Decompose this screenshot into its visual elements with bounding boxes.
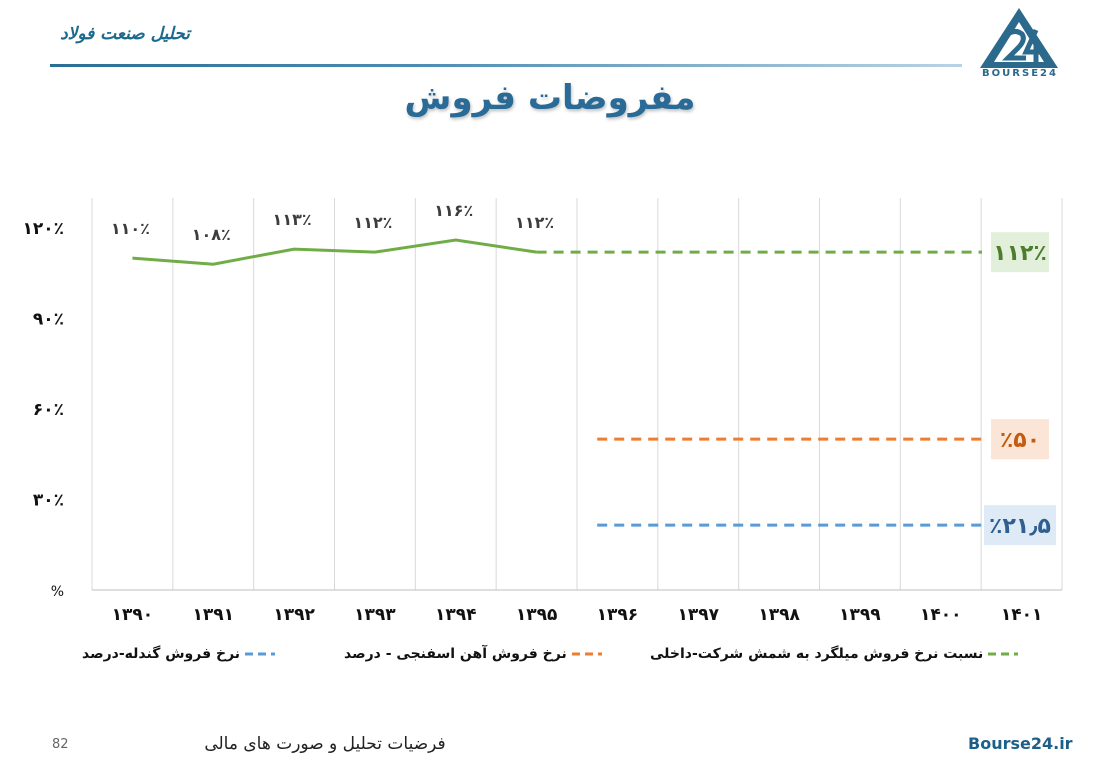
y-tick-label: ۱۲۰٪ bbox=[22, 219, 64, 239]
chart-series bbox=[132, 238, 982, 527]
page-title: مفروضات فروش bbox=[404, 78, 696, 118]
legend-label: نرخ فروش آهن اسفنجی - درصد bbox=[344, 646, 567, 662]
bourse24-logo-icon bbox=[980, 8, 1058, 68]
x-tick-label: ۱۳۹۳ bbox=[354, 605, 396, 625]
projection-label: ٪۲۱٫۵ bbox=[989, 514, 1051, 539]
projection-label-box bbox=[984, 505, 1056, 546]
legend-label: نرخ فروش گندله-درصد bbox=[82, 646, 241, 662]
sales-assumptions-chart: ۱۲۰٪۹۰٪۶۰٪۳۰٪% ۱۳۹۰ ۱۳۹۱ ۱۳۹۲ ۱۳۹۳ ۱۳۹۴ ۱۳۹۵ ۱… bbox=[22, 198, 1063, 625]
data-label: ۱۰۸٪ bbox=[192, 225, 231, 244]
projection-label: ٪۵۰ bbox=[1000, 428, 1040, 453]
series-line-0 bbox=[132, 238, 537, 266]
x-tick-label: ۱۳۹۵ bbox=[516, 605, 558, 625]
logo-text: BOURSE24 bbox=[982, 68, 1058, 79]
x-tick-label: ۱۳۹۰ bbox=[112, 605, 154, 625]
x-tick-label: ۱۳۹۹ bbox=[839, 605, 881, 625]
data-label: ۱۱۳٪ bbox=[273, 210, 312, 229]
x-tick-label: ۱۳۹۲ bbox=[273, 605, 315, 625]
x-tick-label: ۱۴۰۱ bbox=[1001, 605, 1043, 625]
y-tick-label: ۳۰٪ bbox=[33, 491, 64, 511]
legend-swatch-green bbox=[988, 652, 1019, 656]
x-axis-ticks: ۱۳۹۰ ۱۳۹۱ ۱۳۹۲ ۱۳۹۳ ۱۳۹۴ ۱۳۹۵ ۱۳۹۶ ۱۳۹۷ ۱۳۹۸ ۱۳۹۹… bbox=[112, 605, 1043, 625]
data-label: ۱۱۲٪ bbox=[353, 213, 392, 232]
legend-label: نسبت نرخ فروش میلگرد به شمش شرکت-داخلی bbox=[650, 646, 984, 662]
header-divider bbox=[50, 64, 962, 67]
header-title: تحلیل صنعت فولاد bbox=[60, 24, 190, 44]
data-label: ۱۱۰٪ bbox=[111, 219, 150, 238]
legend-swatch-blue bbox=[244, 652, 275, 656]
y-tick-label: ۶۰٪ bbox=[33, 400, 64, 420]
data-label: ۱۱۲٪ bbox=[515, 213, 554, 232]
data-labels: ۱۱۰٪ ۱۰۸٪ ۱۱۳٪ ۱۱۲٪ ۱۱۶٪ ۱۱۲٪ ۱۱۲٪ ٪۵۰ ٪۲۱٫۵ bbox=[111, 201, 1056, 546]
x-tick-label: ۱۳۹۸ bbox=[758, 605, 800, 625]
legend-item-sponge-iron: نرخ فروش آهن اسفنجی - درصد bbox=[344, 646, 602, 662]
y-axis-ticks: ۱۲۰٪ ۹۰٪ ۶۰٪ ۳۰٪% bbox=[22, 219, 64, 600]
projection-label-box bbox=[991, 419, 1049, 460]
projection-label: ۱۱۲٪ bbox=[993, 241, 1047, 266]
x-tick-label: ۱۴۰۰ bbox=[920, 605, 962, 625]
x-tick-label: ۱۳۹۷ bbox=[677, 605, 719, 625]
x-tick-label: ۱۳۹۴ bbox=[435, 605, 477, 625]
legend-swatch-orange bbox=[571, 652, 602, 656]
x-tick-label: ۱۳۹۶ bbox=[597, 605, 639, 625]
footer-site-link[interactable]: Bourse24.ir bbox=[968, 734, 1073, 753]
legend-item-rebar-ratio: نسبت نرخ فروش میلگرد به شمش شرکت-داخلی bbox=[650, 646, 1019, 662]
y-tick-label: ۹۰٪ bbox=[33, 310, 64, 330]
page-number: 82 bbox=[52, 737, 69, 752]
x-tick-label: ۱۳۹۱ bbox=[192, 605, 234, 625]
chart-grid bbox=[91, 198, 1063, 591]
data-label: ۱۱۶٪ bbox=[434, 201, 473, 220]
y-tick-label: % bbox=[51, 584, 64, 600]
legend-item-pellet: نرخ فروش گندله-درصد bbox=[82, 646, 275, 662]
projection-label-box bbox=[991, 232, 1049, 273]
footer-text: فرضیات تحلیل و صورت های مالی bbox=[204, 734, 446, 754]
